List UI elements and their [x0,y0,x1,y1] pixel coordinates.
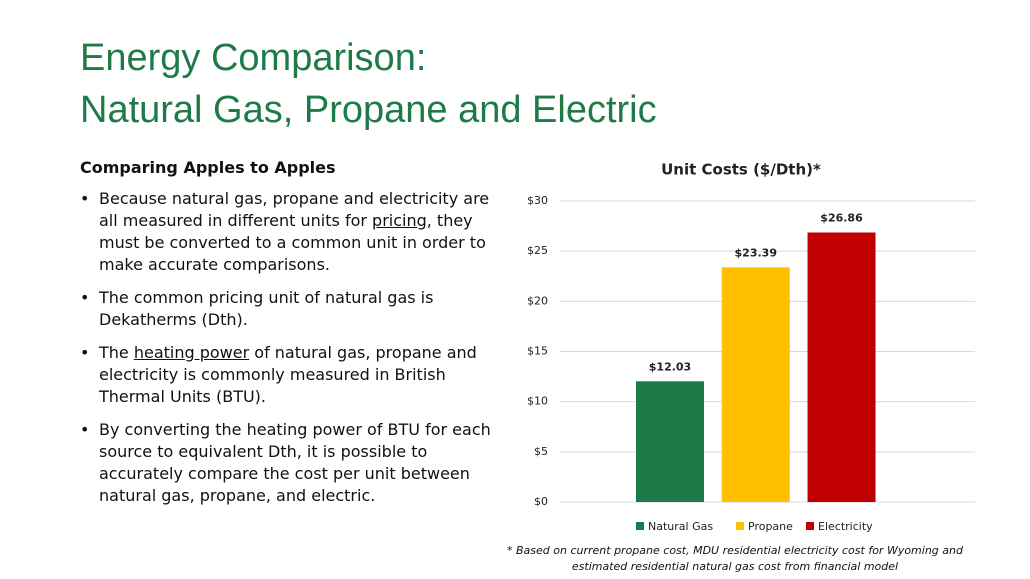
legend-swatch [736,522,744,530]
bullet-text: By converting the heating power of BTU f… [99,420,491,505]
y-tick-label: $15 [527,345,548,358]
data-label: $26.86 [820,212,863,225]
y-tick-label: $25 [527,244,548,257]
bullet-text: pricing [372,211,427,230]
bullet-text: heating power [133,343,250,362]
chart-title: Unit Costs ($/Dth)* [661,161,821,179]
data-label: $12.03 [649,360,691,373]
bullet: The heating power of natural gas, propan… [80,342,500,408]
title-line: Energy Comparison: [80,37,427,79]
y-tick-label: $5 [534,445,548,458]
footnote: * Based on current propane cost, MDU res… [507,544,963,573]
bullet-text: Because natural gas, propane and electri… [99,189,490,230]
bullet: Because natural gas, propane and electri… [80,188,500,276]
subheading: Comparing Apples to Apples [80,158,336,177]
bar [636,381,704,502]
bar [721,267,790,502]
y-tick-label: $20 [527,294,548,307]
legend-swatch [806,522,814,530]
bullet: By converting the heating power of BTU f… [80,419,500,507]
slide-title: Energy Comparison: Natural Gas, Propane … [80,32,657,136]
data-label: $23.39 [735,246,777,259]
y-tick-label: $0 [534,495,548,508]
legend-swatch [636,522,644,530]
legend-label: Natural Gas [648,520,713,533]
bullet-text: The common pricing unit of natural gas i… [99,288,434,329]
legend-label: Electricity [818,520,873,533]
legend-label: Propane [748,520,793,533]
bullet-text: , they must be converted to a common uni… [99,211,486,274]
bullet-list: Because natural gas, propane and electri… [80,188,500,518]
bullet: The common pricing unit of natural gas i… [80,287,500,331]
y-tick-label: $10 [527,395,548,408]
bullet-text: The [99,343,134,362]
title-line: Natural Gas, Propane and Electric [80,89,657,131]
bar [807,232,876,502]
y-tick-label: $30 [527,194,548,207]
bullet-text: of natural gas, propane and electricity … [99,343,477,406]
